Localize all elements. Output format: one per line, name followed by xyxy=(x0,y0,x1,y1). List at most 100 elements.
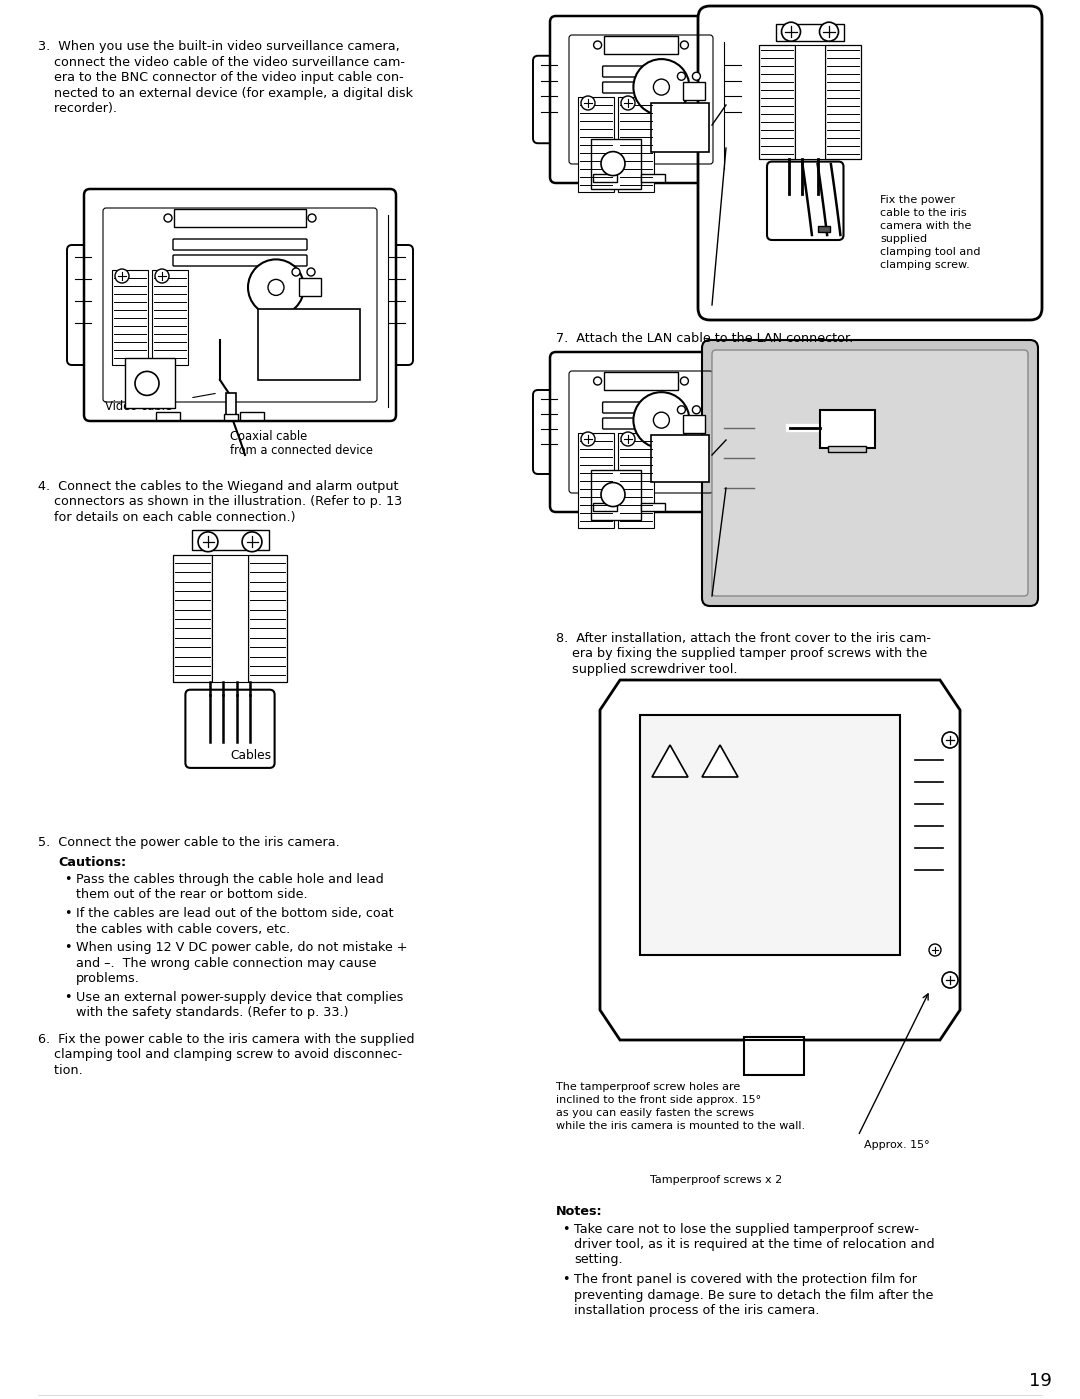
Text: 4.  Connect the cables to the Wiegand and alarm output: 4. Connect the cables to the Wiegand and… xyxy=(38,480,399,492)
Text: clamping tool and: clamping tool and xyxy=(880,248,981,257)
Circle shape xyxy=(680,41,688,49)
Text: as you can easily fasten the screws: as you can easily fasten the screws xyxy=(556,1108,754,1118)
Text: supplied screwdriver tool.: supplied screwdriver tool. xyxy=(556,663,738,676)
Bar xyxy=(591,139,642,189)
FancyBboxPatch shape xyxy=(603,418,679,429)
Text: !: ! xyxy=(667,767,672,781)
Text: Cautions:: Cautions: xyxy=(58,856,126,869)
Circle shape xyxy=(156,269,168,283)
Text: from a connected device: from a connected device xyxy=(230,443,373,457)
Text: 3.  When you use the built-in video surveillance camera,: 3. When you use the built-in video surve… xyxy=(38,41,400,53)
Bar xyxy=(258,309,360,379)
Bar xyxy=(651,435,708,483)
Bar xyxy=(744,1037,804,1074)
Bar xyxy=(604,36,678,55)
FancyBboxPatch shape xyxy=(67,245,99,365)
Circle shape xyxy=(600,151,625,176)
FancyBboxPatch shape xyxy=(186,690,274,768)
Text: supplied: supplied xyxy=(880,234,927,243)
Bar xyxy=(820,410,875,448)
Text: connectors as shown in the illustration. (Refer to p. 13: connectors as shown in the illustration.… xyxy=(38,495,402,508)
Circle shape xyxy=(782,22,800,41)
FancyBboxPatch shape xyxy=(717,390,750,474)
Bar xyxy=(578,434,615,527)
FancyBboxPatch shape xyxy=(534,390,565,474)
Circle shape xyxy=(308,214,316,222)
Text: Cables: Cables xyxy=(230,750,271,762)
Bar xyxy=(578,97,615,192)
Text: setting.: setting. xyxy=(573,1254,623,1266)
Bar xyxy=(173,555,213,681)
Bar xyxy=(247,555,287,681)
Text: recorder).: recorder). xyxy=(38,102,117,115)
Text: and –.  The wrong cable connection may cause: and –. The wrong cable connection may ca… xyxy=(76,957,377,970)
FancyBboxPatch shape xyxy=(717,56,750,143)
Text: Notes:: Notes: xyxy=(556,1205,603,1219)
Bar xyxy=(684,81,705,99)
Bar xyxy=(684,416,705,434)
Circle shape xyxy=(653,80,670,95)
Circle shape xyxy=(292,269,300,276)
FancyBboxPatch shape xyxy=(534,56,565,143)
Text: Coaxial cable: Coaxial cable xyxy=(230,429,307,443)
Circle shape xyxy=(677,73,686,80)
Circle shape xyxy=(692,406,701,414)
FancyBboxPatch shape xyxy=(603,66,679,77)
Bar xyxy=(828,446,866,452)
Text: inclined to the front side approx. 15°: inclined to the front side approx. 15° xyxy=(556,1095,761,1105)
Circle shape xyxy=(621,432,635,446)
Text: Take care not to lose the supplied tamperproof screw-: Take care not to lose the supplied tampe… xyxy=(573,1223,919,1235)
Bar xyxy=(651,102,708,152)
Text: The tamperproof screw holes are: The tamperproof screw holes are xyxy=(556,1081,740,1093)
Text: clamping screw.: clamping screw. xyxy=(880,260,970,270)
Text: cable to the iris: cable to the iris xyxy=(880,208,967,218)
FancyBboxPatch shape xyxy=(381,245,413,365)
Circle shape xyxy=(198,532,218,551)
Circle shape xyxy=(820,22,838,41)
Text: for details on each cable connection.): for details on each cable connection.) xyxy=(38,511,296,525)
Text: When using 12 V DC power cable, do not mistake +: When using 12 V DC power cable, do not m… xyxy=(76,942,407,954)
Text: Approx. 15°: Approx. 15° xyxy=(864,1140,930,1150)
Circle shape xyxy=(242,532,261,551)
Circle shape xyxy=(164,214,172,222)
Circle shape xyxy=(692,73,701,80)
Circle shape xyxy=(653,413,670,428)
Circle shape xyxy=(929,944,941,956)
Text: problems.: problems. xyxy=(76,972,140,985)
Bar xyxy=(152,270,188,365)
Circle shape xyxy=(633,392,689,448)
FancyBboxPatch shape xyxy=(603,402,679,413)
Circle shape xyxy=(307,269,315,276)
Text: 8.  After installation, attach the front cover to the iris cam-: 8. After installation, attach the front … xyxy=(556,632,931,645)
Circle shape xyxy=(114,269,129,283)
Text: The front panel is covered with the protection film for: The front panel is covered with the prot… xyxy=(573,1273,917,1286)
FancyBboxPatch shape xyxy=(84,189,396,421)
Text: 19: 19 xyxy=(1028,1372,1052,1391)
Text: •: • xyxy=(64,907,71,921)
Bar xyxy=(642,504,665,511)
Text: while the iris camera is mounted to the wall.: while the iris camera is mounted to the … xyxy=(556,1121,805,1130)
Circle shape xyxy=(680,376,688,385)
Circle shape xyxy=(248,259,303,315)
Text: camera with the: camera with the xyxy=(880,221,971,231)
Circle shape xyxy=(135,371,159,396)
Circle shape xyxy=(600,483,625,506)
Text: the cables with cable covers, etc.: the cables with cable covers, etc. xyxy=(76,922,291,936)
Text: them out of the rear or bottom side.: them out of the rear or bottom side. xyxy=(76,888,308,901)
Text: era by fixing the supplied tamper proof screws with the: era by fixing the supplied tamper proof … xyxy=(556,648,928,660)
Bar xyxy=(640,715,900,956)
Bar xyxy=(125,358,175,409)
Bar xyxy=(604,372,678,390)
Text: tion.: tion. xyxy=(38,1063,83,1076)
Text: with the safety standards. (Refer to p. 33.): with the safety standards. (Refer to p. … xyxy=(76,1006,349,1018)
Circle shape xyxy=(633,59,689,115)
Bar xyxy=(299,278,321,297)
Circle shape xyxy=(581,97,595,111)
Text: clamping tool and clamping screw to avoid disconnec-: clamping tool and clamping screw to avoi… xyxy=(38,1048,402,1060)
Text: Fix the power: Fix the power xyxy=(880,194,955,206)
Bar xyxy=(591,470,642,519)
FancyBboxPatch shape xyxy=(702,340,1038,606)
Text: •: • xyxy=(64,942,71,954)
Polygon shape xyxy=(600,680,960,1039)
FancyBboxPatch shape xyxy=(173,239,307,250)
